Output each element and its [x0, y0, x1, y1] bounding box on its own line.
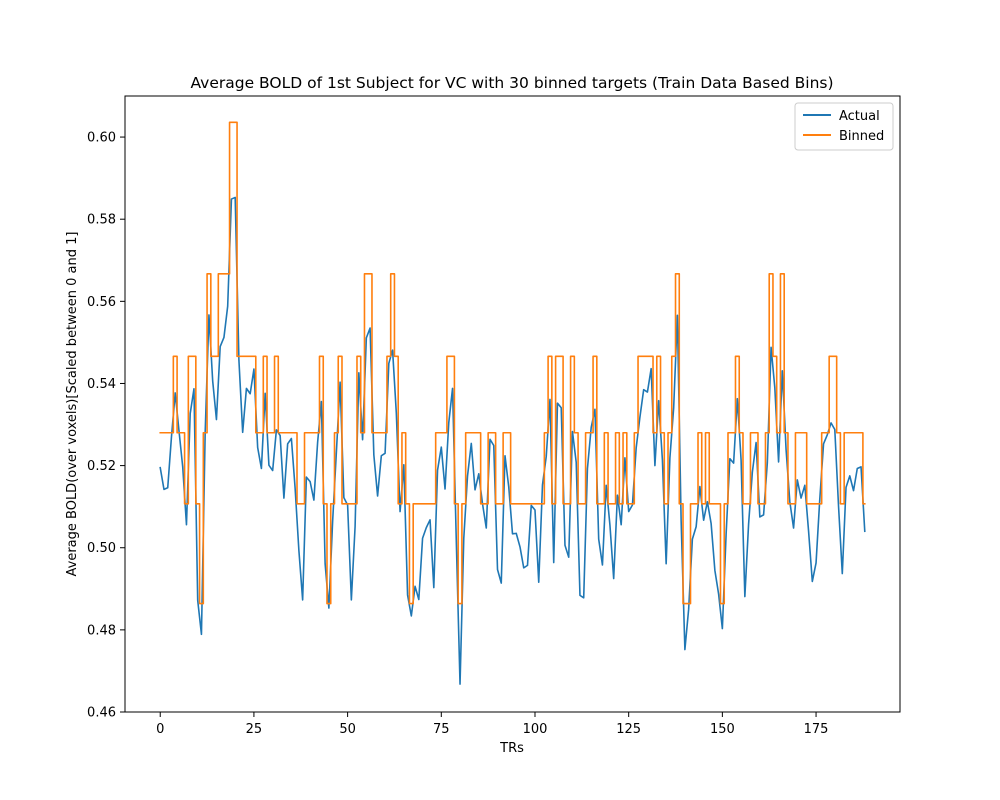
x-tick-label: 150	[710, 722, 735, 737]
y-tick-label: 0.56	[87, 295, 116, 310]
y-tick-label: 0.46	[87, 706, 116, 721]
y-tick-label: 0.52	[87, 459, 116, 474]
y-tick-label: 0.48	[87, 623, 116, 638]
x-tick-label: 175	[804, 722, 829, 737]
y-tick-label: 0.60	[87, 131, 116, 146]
x-tick-label: 25	[246, 722, 263, 737]
x-axis-label: TRs	[499, 741, 524, 756]
plot-area	[124, 95, 901, 713]
x-tick-label: 100	[523, 722, 548, 737]
x-axis-ticks: 0 25 50 75 100 125 150 175	[156, 712, 828, 737]
x-tick-label: 0	[156, 722, 164, 737]
series-line-binned	[159, 121, 866, 605]
y-tick-label: 0.58	[87, 213, 116, 228]
y-axis-ticks: 0.46 0.48 0.50 0.52 0.54 0.56 0.58 0.60	[87, 131, 125, 721]
y-tick-label: 0.50	[87, 541, 116, 556]
series-layer	[159, 121, 866, 685]
legend-label-actual: Actual	[839, 109, 880, 124]
x-tick-label: 50	[339, 722, 356, 737]
legend-label-binned: Binned	[839, 129, 884, 144]
axes-background	[125, 96, 900, 712]
y-axis-label: Average BOLD(over voxels)[Scaled between…	[65, 232, 80, 577]
y-tick-label: 0.54	[87, 377, 116, 392]
axes-frame	[124, 95, 901, 713]
x-tick-label: 75	[433, 722, 450, 737]
chart-title: Average BOLD of 1st Subject for VC with …	[190, 74, 833, 92]
x-tick-label: 125	[616, 722, 641, 737]
legend: Actual Binned	[794, 102, 894, 151]
